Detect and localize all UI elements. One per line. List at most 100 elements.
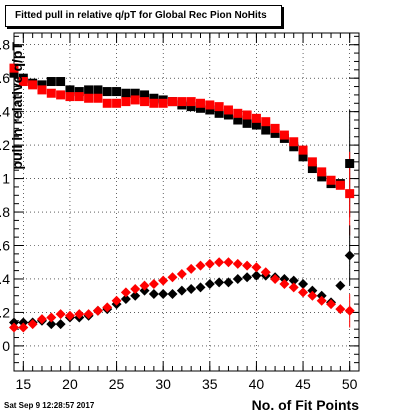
data-point-square: [121, 88, 131, 98]
data-point-diamond: [335, 280, 346, 291]
data-point-diamond: [46, 312, 57, 323]
data-point-square: [102, 87, 112, 97]
data-point-diamond: [18, 317, 29, 328]
data-point-square: [177, 97, 187, 107]
y-tick-label: 1.4: [0, 104, 10, 120]
data-point-diamond: [223, 257, 234, 268]
data-point-diamond: [176, 268, 187, 279]
data-point-diamond: [46, 319, 57, 330]
data-point-square: [233, 115, 243, 125]
data-point-diamond: [298, 278, 309, 289]
data-point-square: [261, 125, 271, 135]
data-point-square: [140, 97, 150, 107]
data-point-square: [214, 102, 224, 112]
data-point-diamond: [270, 273, 281, 284]
data-point-diamond: [335, 304, 346, 315]
data-point-diamond: [139, 280, 150, 291]
data-point-square: [186, 102, 196, 112]
data-point-diamond: [307, 285, 318, 296]
data-point-square: [130, 88, 140, 98]
data-point-square: [205, 105, 215, 115]
data-point-diamond: [130, 284, 141, 295]
x-axis-label: No. of Fit Points: [252, 397, 360, 413]
data-point-square: [251, 120, 261, 130]
y-tick-label: 1.6: [0, 70, 10, 86]
data-point-square: [214, 108, 224, 118]
y-axis-label: pull in relative q/pT: [9, 42, 25, 170]
data-point-diamond: [186, 263, 197, 274]
data-point-square: [223, 105, 233, 115]
data-point-square: [65, 92, 75, 102]
data-point-square: [56, 77, 66, 87]
data-point-diamond: [83, 309, 94, 320]
data-point-square: [9, 63, 19, 73]
data-point-square: [149, 93, 159, 103]
data-point-square: [74, 92, 84, 102]
y-tick-label: 0.8: [0, 204, 10, 220]
data-point-diamond: [344, 305, 355, 316]
data-point-square: [130, 95, 140, 105]
data-point-square: [270, 128, 280, 138]
y-tick-label: 0.4: [0, 271, 10, 287]
x-tick-label: 40: [249, 376, 265, 392]
data-point-square: [140, 90, 150, 100]
y-tick-label: 1.2: [0, 137, 10, 153]
data-point-square: [195, 98, 205, 108]
data-point-square: [223, 110, 233, 120]
data-point-diamond: [288, 275, 299, 286]
data-point-diamond: [195, 260, 206, 271]
data-point-diamond: [9, 322, 19, 333]
data-point-diamond: [167, 272, 178, 283]
data-point-square: [46, 88, 56, 98]
y-tick-label: 1.8: [0, 37, 10, 53]
x-tick-label: 20: [62, 376, 78, 392]
x-tick-label: 35: [202, 376, 218, 392]
data-point-diamond: [186, 284, 197, 295]
x-tick-label: 50: [342, 376, 358, 392]
data-point-square: [102, 98, 112, 108]
data-point-diamond: [232, 258, 243, 269]
data-point-diamond: [36, 314, 47, 325]
data-point-square: [93, 93, 103, 103]
data-point-diamond: [158, 289, 169, 300]
data-point-square: [65, 85, 75, 95]
x-tick-label: 15: [16, 376, 32, 392]
data-point-diamond: [148, 289, 159, 300]
data-point-diamond: [223, 277, 234, 288]
data-point-diamond: [242, 272, 253, 283]
data-point-diamond: [251, 270, 262, 281]
data-point-diamond: [74, 309, 85, 320]
data-point-square: [112, 87, 122, 97]
data-point-square: [345, 189, 355, 199]
data-point-square: [289, 142, 299, 152]
data-point-diamond: [158, 275, 169, 286]
grid: [14, 33, 359, 371]
data-point-square: [298, 145, 308, 155]
data-point-diamond: [55, 319, 66, 330]
data-point-diamond: [288, 282, 299, 293]
data-point-diamond: [120, 287, 131, 298]
data-point-square: [233, 108, 243, 118]
data-point-square: [28, 80, 38, 90]
data-point-diamond: [9, 317, 19, 328]
data-point-diamond: [344, 250, 355, 261]
data-point-square: [18, 77, 28, 87]
data-point-diamond: [55, 309, 66, 320]
data-point-square: [84, 85, 94, 95]
data-point-square: [121, 97, 131, 107]
data-point-diamond: [64, 310, 75, 321]
chart-title: Fitted pull in relative q/pT for Global …: [5, 5, 282, 27]
data-point-square: [93, 85, 103, 95]
x-tick-label: 25: [109, 376, 125, 392]
data-point-square: [205, 100, 215, 110]
data-point-square: [289, 137, 299, 147]
data-point-diamond: [298, 287, 309, 298]
data-point-square: [74, 87, 84, 97]
data-point-square: [242, 110, 252, 120]
data-point-square: [242, 118, 252, 128]
data-point-square: [37, 80, 47, 90]
data-point-diamond: [279, 278, 290, 289]
data-point-diamond: [242, 260, 253, 271]
data-point-diamond: [214, 277, 225, 288]
